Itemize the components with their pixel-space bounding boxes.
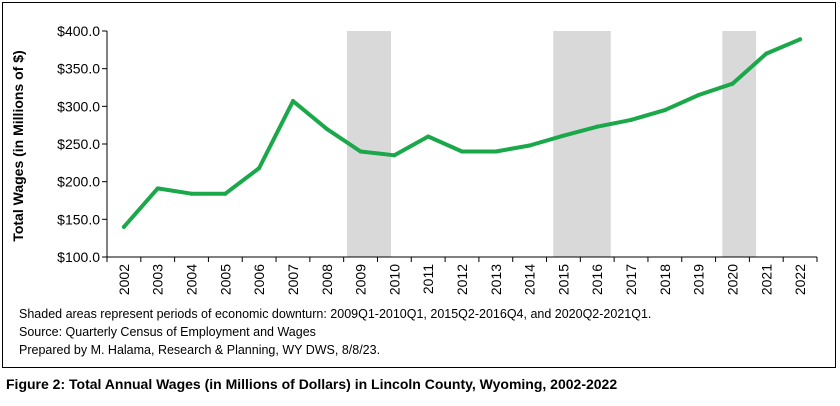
y-tick-label: $400.0 xyxy=(57,23,100,39)
source-note: Source: Quarterly Census of Employment a… xyxy=(19,325,316,339)
data-point xyxy=(460,149,464,154)
data-point xyxy=(392,153,397,158)
x-tick-label: 2020 xyxy=(724,264,740,295)
y-tick-label: $100.0 xyxy=(57,249,100,265)
x-tick-label: 2018 xyxy=(657,264,673,295)
chart-notes: Shaded areas represent periods of econom… xyxy=(19,305,651,359)
y-tick-label: $350.0 xyxy=(57,61,100,77)
y-tick-label: $150.0 xyxy=(57,211,100,227)
data-point xyxy=(629,117,634,122)
data-point xyxy=(290,99,295,104)
data-point xyxy=(561,133,566,138)
shaded-period-2 xyxy=(553,31,611,257)
x-tick-label: 2015 xyxy=(555,264,571,295)
data-point xyxy=(257,166,262,171)
x-tick-label: 2002 xyxy=(116,264,132,295)
data-point xyxy=(358,149,363,154)
x-tick-label: 2011 xyxy=(420,264,436,294)
x-tick-label: 2005 xyxy=(217,264,233,295)
prepared-note: Prepared by M. Halama, Research & Planni… xyxy=(19,343,381,357)
x-tick-label: 2008 xyxy=(319,264,335,295)
data-point xyxy=(121,224,126,229)
data-point xyxy=(189,191,194,196)
series-line xyxy=(121,37,803,229)
shading-note: Shaded areas represent periods of econom… xyxy=(19,307,652,321)
x-tick-label: 2016 xyxy=(589,264,605,295)
data-point xyxy=(493,149,498,154)
data-point xyxy=(798,37,803,42)
data-point xyxy=(426,134,431,139)
line-chart: $100.0 $150.0 $200.0 $250.0 $300.0 $350.0 $400… xyxy=(10,23,818,295)
y-tick-label: $200.0 xyxy=(57,174,100,190)
x-tick-label: 2012 xyxy=(454,264,470,295)
data-point xyxy=(223,191,228,196)
x-tick-label: 2014 xyxy=(522,264,538,295)
y-tick-label: $250.0 xyxy=(57,136,100,152)
x-tick-label: 2019 xyxy=(691,264,707,295)
data-point xyxy=(155,186,160,191)
data-point xyxy=(730,81,735,86)
data-point xyxy=(696,93,701,98)
y-axis-label: Total Wages (in Millions of $) xyxy=(10,50,26,241)
x-tick-label: 2009 xyxy=(353,264,369,295)
x-tick-label: 2010 xyxy=(386,264,402,295)
data-point xyxy=(527,143,532,148)
x-tick-label: 2021 xyxy=(758,264,774,295)
x-tick-label: 2017 xyxy=(623,264,639,295)
y-tick-label: $300.0 xyxy=(57,98,100,114)
chart-frame: $100.0 $150.0 $200.0 $250.0 $300.0 $350.0 $400… xyxy=(2,2,836,368)
x-tick-label: 2006 xyxy=(251,264,267,295)
data-point xyxy=(662,108,667,113)
data-point xyxy=(595,124,600,129)
x-tick-label: 2003 xyxy=(150,264,166,295)
x-tick-label: 2013 xyxy=(488,264,504,295)
shaded-period-1 xyxy=(347,31,391,257)
figure-caption: Figure 2: Total Annual Wages (in Million… xyxy=(6,376,618,392)
x-tick-label: 2022 xyxy=(792,264,808,295)
data-point xyxy=(764,51,769,56)
x-tick-label: 2004 xyxy=(184,264,200,295)
x-tick-label: 2007 xyxy=(285,264,301,295)
data-point xyxy=(324,126,329,131)
